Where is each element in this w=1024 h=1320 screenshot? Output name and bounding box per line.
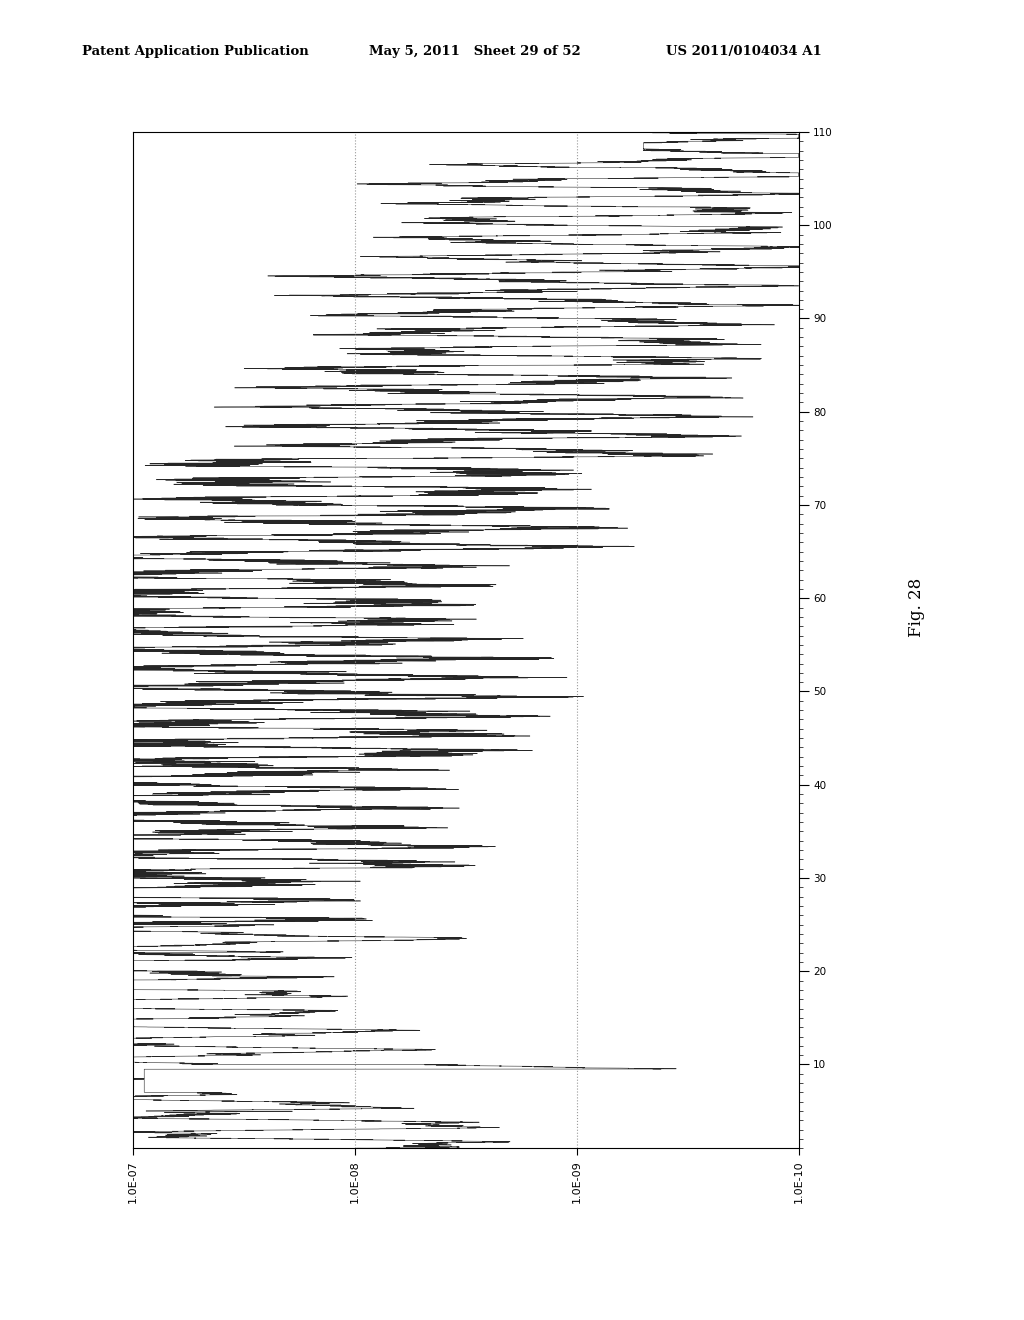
Text: Patent Application Publication: Patent Application Publication <box>82 45 308 58</box>
Text: US 2011/0104034 A1: US 2011/0104034 A1 <box>666 45 821 58</box>
Text: May 5, 2011   Sheet 29 of 52: May 5, 2011 Sheet 29 of 52 <box>369 45 581 58</box>
Text: Fig. 28: Fig. 28 <box>908 578 925 636</box>
